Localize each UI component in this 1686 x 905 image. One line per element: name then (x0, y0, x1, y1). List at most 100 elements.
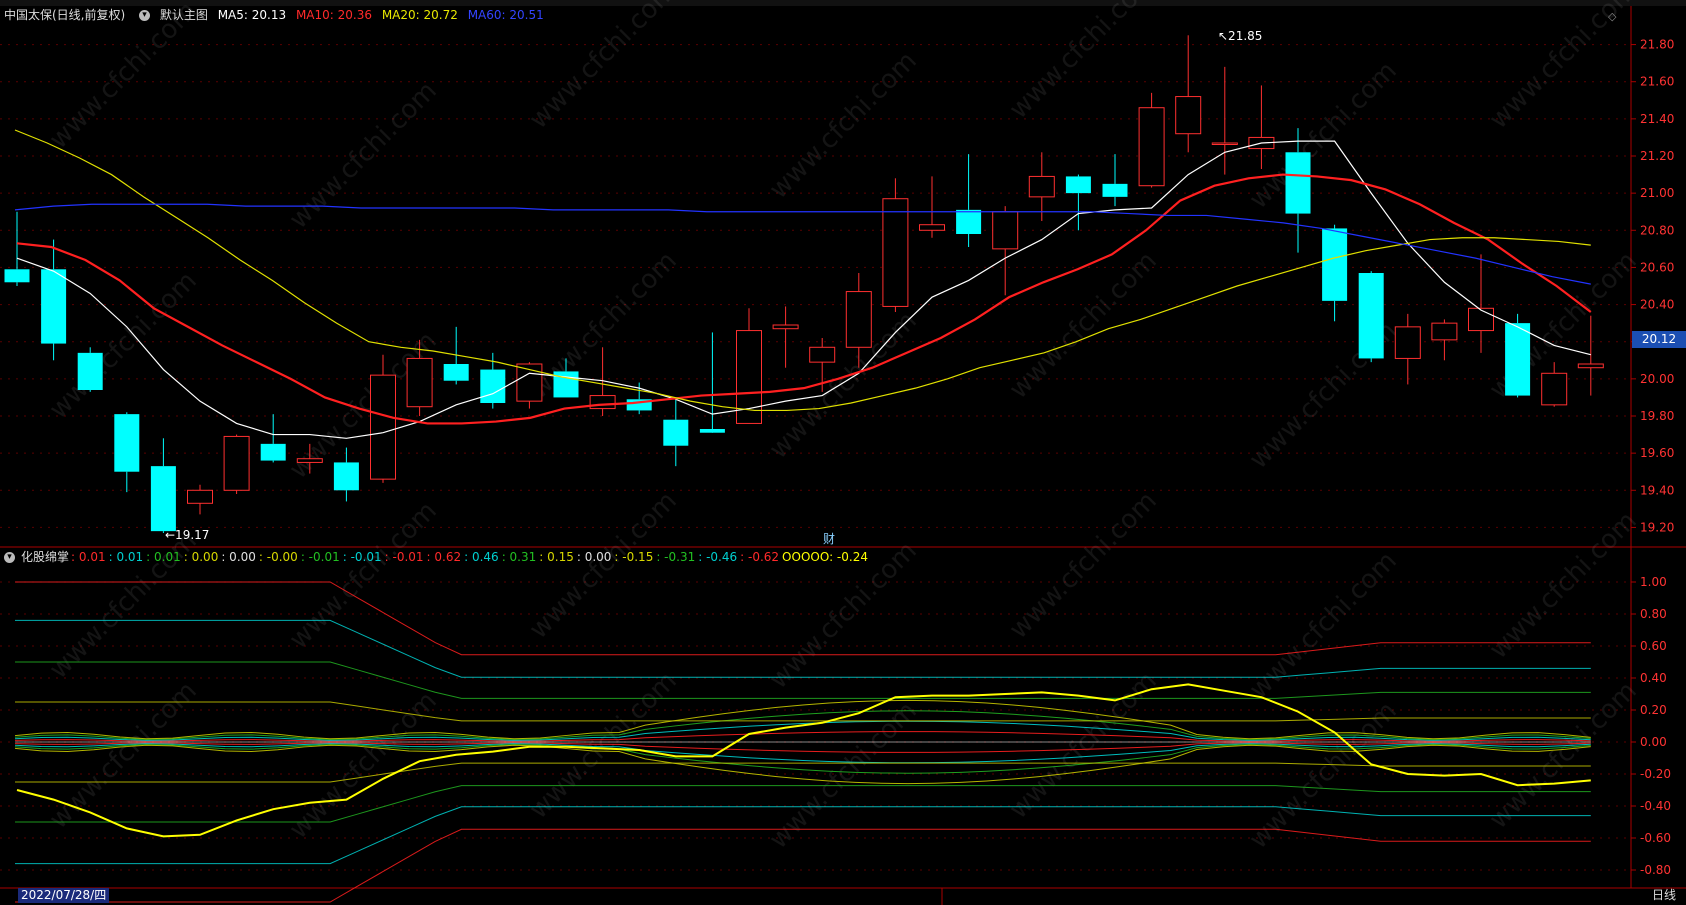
top-toolbar-strip (0, 0, 1686, 6)
high-annotation: ↖21.85 (1218, 29, 1262, 43)
candle (1505, 313, 1531, 398)
candle-body-up (223, 435, 250, 491)
indicator-value: : -0.62 (740, 550, 780, 564)
band-line (15, 581, 1591, 656)
candle-body-up (1431, 322, 1458, 341)
indicator-settings-icon[interactable]: ▾ (4, 552, 15, 563)
price-tick-label: 21.40 (1640, 112, 1674, 126)
watermark-text: www.cfchi.com (1004, 246, 1163, 405)
watermark-text: www.cfchi.com (284, 76, 443, 235)
band-line (15, 806, 1591, 865)
candle-body-down (699, 429, 725, 433)
oscillator-tick-label: 0.40 (1640, 671, 1667, 685)
oscillator-tick-label: -0.80 (1640, 863, 1671, 877)
price-tick-label: 20.40 (1640, 298, 1674, 312)
watermark-text: www.cfchi.com (44, 266, 203, 425)
candle (406, 339, 433, 416)
indicator-value: : 0.01 (108, 550, 144, 564)
indicator-value: : 0.46 (464, 550, 499, 564)
candle-body-down (1322, 228, 1348, 301)
candle-body-down (333, 462, 359, 491)
candle (1175, 35, 1202, 153)
indicator-values: : 0.01: 0.01: 0.01: 0.00: 0.00: -0.00: -… (71, 550, 871, 564)
indicator-value: : 0.00 (576, 550, 612, 564)
watermark-layer: www.cfchi.com www.cfchi.com www.cfchi.com w… (44, 0, 1643, 855)
price-tick-label: 21.20 (1640, 149, 1674, 163)
candle (260, 414, 286, 463)
candle-body-down (77, 352, 103, 390)
ma-line-ma10 (16, 173, 1592, 425)
stock-title[interactable]: 中国太保(日线,前复权) (4, 8, 126, 22)
settings-circle-icon[interactable]: ▾ (139, 10, 151, 21)
price-tick-label: 21.80 (1640, 38, 1674, 52)
diamond-icon[interactable]: ◇ (1608, 10, 1617, 23)
oscillator-tick-label: 0.80 (1640, 607, 1667, 621)
watermark-text: www.cfchi.com (1484, 506, 1643, 665)
band-line (15, 785, 1591, 823)
candle (919, 176, 945, 238)
candle (699, 332, 725, 433)
ribbon-line (14, 710, 1591, 741)
ma-line-ma60 (14, 203, 1591, 285)
indicator-value: : 0.15 (539, 550, 574, 564)
ribbon-line (14, 731, 1591, 742)
candle (1541, 362, 1568, 407)
candle-body-up (1541, 372, 1568, 406)
candle-body-up (1211, 142, 1238, 145)
watermark-text: www.cfchi.com (764, 696, 923, 855)
template-label[interactable]: 默认主图 (159, 8, 208, 22)
candle (1394, 313, 1421, 385)
candle (223, 434, 250, 494)
price-tick-label: 20.00 (1640, 372, 1674, 386)
oscillator-lines (14, 581, 1591, 903)
indicator-value: : -0.01 (342, 550, 382, 564)
watermark-text: www.cfchi.com (284, 686, 443, 845)
candle (992, 206, 1019, 296)
candle-body-up (992, 211, 1019, 250)
candle-body-up (1468, 307, 1494, 332)
ribbon-line (14, 699, 1591, 740)
oscillator-tick-label: 1.00 (1640, 575, 1667, 589)
last-price-tag: 20.12 (1632, 331, 1686, 348)
candle (41, 239, 67, 361)
ooooo-line (16, 683, 1591, 838)
candle-body-down (1505, 323, 1531, 396)
ribbon-line (14, 743, 1591, 764)
candle (1358, 271, 1384, 363)
candle-body-down (1102, 183, 1128, 197)
ma20-value: MA20: 20.72 (381, 8, 458, 22)
watermark-text: www.cfchi.com (1244, 546, 1403, 705)
ma10-value: MA10: 20.36 (295, 8, 372, 22)
candle-body-up (187, 489, 213, 504)
candle (809, 338, 836, 392)
indicator-value: : 0.01 (146, 550, 181, 564)
oscillator-tick-label: -0.60 (1640, 831, 1671, 845)
indicator-value: : 0.01 (71, 550, 106, 564)
candle (1322, 224, 1348, 322)
price-tick-label: 19.20 (1640, 520, 1674, 534)
low-annotation: ←19.17 (165, 528, 209, 542)
band-line (15, 619, 1591, 678)
annotations: ↖21.85 ←19.17 财 (165, 29, 1262, 546)
candle-body-down (1065, 176, 1091, 194)
oscillator-tick-label: 0.00 (1640, 735, 1667, 749)
candle-body-up (296, 458, 323, 463)
candle (1211, 66, 1238, 175)
candle-body-up (1577, 363, 1604, 369)
indicator-value: : 0.31 (501, 550, 537, 564)
candle (736, 308, 762, 424)
candle (1285, 128, 1311, 253)
candle-body-down (260, 443, 286, 461)
price-tick-label: 19.80 (1640, 409, 1674, 423)
watermark-text: www.cfchi.com (1004, 0, 1163, 125)
candle-body-up (809, 346, 836, 363)
indicator-name[interactable]: 化股绵掌 (21, 550, 70, 564)
candle-body-up (882, 198, 909, 307)
indicator-value: : 0.62 (426, 550, 462, 564)
period-label[interactable]: 日线 (1651, 888, 1676, 902)
candle-body-up (406, 357, 433, 408)
candle-body-down (114, 414, 140, 472)
indicator-header: ▾ 化股绵掌: 0.01: 0.01: 0.01: 0.00: 0.00: -0.… (0, 548, 877, 566)
candle (1431, 319, 1458, 361)
